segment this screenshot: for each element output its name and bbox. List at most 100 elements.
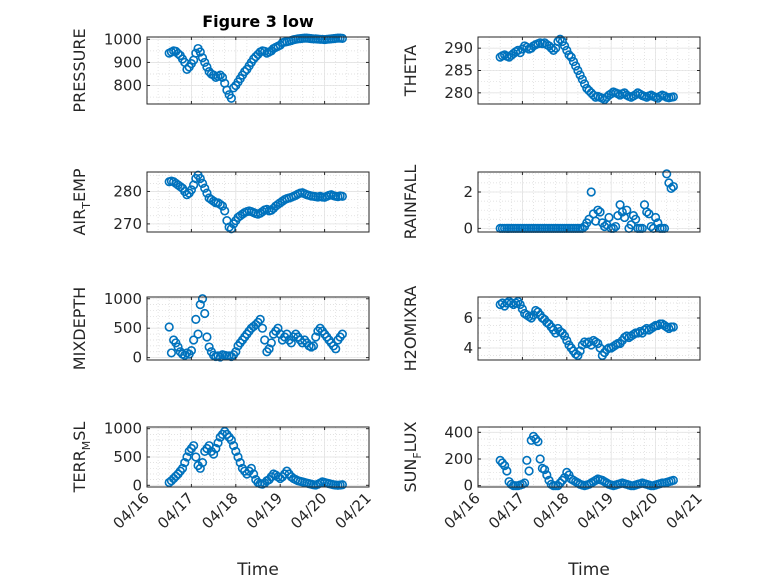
y-tick-label: 290 (444, 39, 473, 57)
data-point (202, 332, 212, 342)
y-axis-label-subscript: F (411, 452, 424, 458)
x-tick-label: 04/19 (574, 489, 617, 532)
data-point (257, 323, 268, 333)
data-point (573, 350, 583, 361)
y-tick-label: 1000 (104, 30, 142, 48)
data-point (662, 169, 672, 179)
data-point (650, 212, 661, 223)
x-tick-label: 04/16 (441, 489, 484, 532)
subplot-6: 4 6 H2OMIXRA (401, 286, 701, 371)
axes-box (146, 171, 370, 233)
data-point (562, 335, 572, 346)
data-point (522, 455, 532, 465)
data-point (611, 221, 621, 232)
data-point (517, 304, 528, 314)
subplot-8: 0 200 400 04/16 04/17 04/18 04/19 04/20 04/21 Tim… (401, 421, 706, 580)
x-tick-label: 04/17 (154, 489, 197, 532)
data-point (557, 475, 567, 485)
data-point (626, 220, 636, 230)
x-axis-label: Time (567, 560, 610, 580)
data-point (215, 70, 225, 80)
y-tick-label: 0 (463, 477, 473, 495)
data-point (195, 463, 205, 473)
y-axis-label-subscript: T (80, 202, 93, 210)
data-point (548, 45, 559, 56)
data-point (631, 90, 641, 100)
y-axis-label: PRESSURE (70, 28, 89, 112)
data-point (531, 434, 541, 444)
data-point (202, 188, 212, 198)
subplot-5: 0 500 1000 MIXDEPTH (70, 287, 370, 370)
data-point (262, 204, 272, 214)
data-point (604, 212, 614, 223)
data-point (209, 449, 219, 459)
data-point (260, 46, 270, 56)
data-point (562, 45, 572, 56)
data-point (535, 454, 545, 464)
y-axis-label-text: THETA (401, 45, 420, 97)
data-point (631, 214, 641, 224)
y-tick-label: 4 (463, 339, 473, 357)
data-point (195, 47, 205, 57)
data-point (197, 294, 208, 304)
data-point (197, 53, 208, 63)
data-point (215, 199, 225, 210)
data-point (555, 34, 565, 44)
data-point (528, 431, 539, 441)
data-point (173, 342, 183, 352)
y-axis-label: MIXDEPTH (70, 287, 89, 370)
data-point (513, 45, 523, 56)
data-point (231, 347, 241, 357)
data-point (606, 89, 616, 99)
data-point (211, 443, 221, 454)
data-point (495, 455, 505, 465)
axes-box (146, 36, 370, 105)
data-point (189, 335, 199, 345)
data-point (668, 475, 678, 485)
data-point (595, 207, 605, 217)
data-point (264, 344, 274, 354)
data-point (195, 173, 205, 184)
data-point (231, 446, 241, 456)
data-point (228, 441, 239, 451)
y-tick-label: 1000 (104, 290, 142, 308)
data-point (182, 452, 192, 462)
y-tick-label: 900 (113, 53, 142, 71)
data-point (255, 314, 265, 324)
y-tick-label: 1000 (104, 420, 142, 438)
data-point (200, 183, 210, 193)
data-point (337, 329, 347, 339)
data-point (171, 471, 181, 481)
axes-box (477, 296, 701, 361)
data-point (200, 308, 210, 319)
y-axis-label-text: TERR (70, 450, 89, 493)
data-point (273, 323, 283, 333)
data-point (217, 201, 228, 211)
y-axis-label-text: SL (70, 422, 89, 441)
data-point (568, 56, 579, 67)
data-point (533, 437, 543, 447)
data-point (575, 346, 585, 356)
data-point (553, 36, 563, 47)
data-point (213, 438, 223, 448)
data-point (173, 49, 183, 59)
data-point (575, 70, 585, 80)
data-point (186, 185, 196, 195)
y-tick-label: 6 (463, 309, 473, 327)
data-point (566, 52, 576, 62)
data-point (266, 338, 276, 348)
data-point (197, 458, 208, 468)
data-point (617, 207, 627, 217)
x-tick-label: 04/16 (110, 489, 153, 532)
data-point (542, 470, 552, 480)
data-point (515, 299, 525, 310)
data-point (497, 458, 508, 468)
data-point (189, 441, 199, 451)
y-tick-label: 400 (444, 423, 473, 441)
data-point (195, 300, 205, 310)
y-axis-label-text: LUX (401, 421, 420, 452)
axes-box (477, 171, 701, 233)
data-point (217, 72, 228, 83)
data-point (248, 469, 259, 479)
y-axis-label: RAINFALL (401, 165, 420, 240)
